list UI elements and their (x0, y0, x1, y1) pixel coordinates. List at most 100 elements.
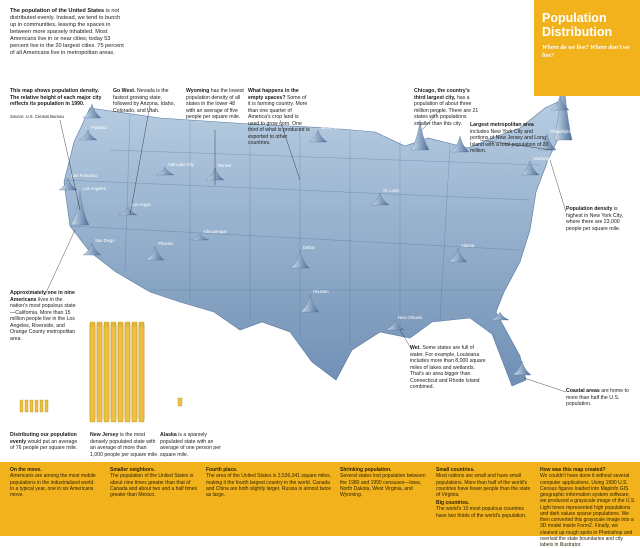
comparison-heading: Alaska (160, 432, 177, 438)
city-peak (82, 103, 102, 119)
city-peak (190, 233, 210, 241)
leader-line (523, 377, 567, 393)
city-label: Washington (533, 156, 556, 161)
annotation: Go West. Nevada is the fastest growing s… (113, 88, 175, 114)
city-label: New Orleans (398, 315, 422, 320)
city-label: Las Vegas (131, 202, 151, 207)
annotation: Population density is highest in New Yor… (566, 206, 634, 232)
city-peak (70, 190, 90, 226)
comparison-text: is a sparsely populated state with an av… (160, 432, 221, 458)
annotation-text: Some states are full of water. For examp… (410, 345, 486, 390)
footer-heading: How was this map created? (540, 467, 606, 473)
footer-text: The world's 10 most populous countries h… (436, 506, 527, 519)
city-label: Detroit (463, 131, 476, 136)
annotation-text: has the lowest population density of all… (186, 88, 244, 120)
city-peak (58, 177, 78, 191)
annotation-heading: Largest metropolitan area (470, 122, 534, 128)
footer-column: Small countries. Most nations are small a… (436, 467, 532, 498)
even-block (29, 399, 34, 413)
footer-heading: Shrinking population. (340, 467, 392, 473)
leader-line (421, 109, 441, 131)
leader-line (549, 159, 567, 213)
city-peak (520, 160, 540, 176)
comparison: Alaska is a sparsely populated state wit… (160, 432, 226, 458)
comparison-text: would put an average of 76 people per sq… (10, 438, 78, 452)
nj-block (138, 325, 145, 423)
annotation-heading: Wyoming (186, 88, 210, 94)
comparison: Distributing our population evenly would… (10, 432, 82, 452)
comparison-text: is the most densely populated state with… (90, 432, 159, 458)
annotation: Wet. Some states are full of water. For … (410, 345, 486, 391)
city-label: St. Louis (383, 188, 399, 193)
intro: The population of the United States is n… (10, 8, 128, 57)
city-label: Dallas (303, 245, 315, 250)
city-label: Philadelphia (550, 129, 573, 134)
state-borders (63, 114, 541, 345)
annotation-heading: This map shows population density. The r… (10, 88, 102, 107)
leader-line (129, 104, 151, 216)
annotation: This map shows population density. The r… (10, 88, 102, 108)
footer-text: The area of the United States is 3,536,3… (206, 473, 332, 498)
annotation-heading: Chicago, the country's third largest cit… (414, 88, 470, 101)
leader-line (399, 329, 413, 351)
comparison: New Jersey is the most densely populated… (90, 432, 160, 458)
annotation-heading: Go West. (113, 88, 136, 94)
map: New York CitySeattlePortlandSan Francisc… (19, 61, 573, 423)
footer-text: Most nations are small and have small po… (436, 473, 531, 498)
leader-line (279, 119, 301, 181)
footer-column: Smaller neighbors. The population of the … (110, 467, 198, 498)
subtitle: Where do we live? Where don't we live? (542, 44, 630, 60)
annotation-text: are home to more than half the U.S. popu… (566, 388, 629, 407)
leader-line (479, 139, 553, 151)
city-label: Houston (313, 289, 329, 294)
annotation-heading: Coastal areas (566, 388, 600, 394)
city-label: San Diego (95, 238, 115, 243)
nj-block (110, 325, 117, 423)
city-peak (490, 311, 510, 321)
city-label: Portland (91, 125, 107, 130)
footer-heading: Small countries. (436, 467, 475, 473)
alaska-block (177, 397, 183, 407)
comparison-heading: New Jersey (90, 432, 119, 438)
annotation: What happens in the empty spaces? Some o… (248, 88, 310, 147)
leader-line (44, 229, 76, 296)
even-block (39, 399, 44, 413)
annotation: Approximately one in nine Americans live… (10, 290, 80, 342)
city-peak (300, 293, 320, 313)
city-peak (410, 119, 430, 151)
nj-block (117, 325, 124, 423)
city-peak (145, 245, 165, 261)
city-peak (308, 129, 328, 143)
footer-column: On the move. Americans are among the most… (10, 467, 100, 498)
even-block (24, 399, 29, 413)
annotation: Wyoming has the lowest population densit… (186, 88, 244, 121)
city-label: Phoenix (158, 241, 174, 246)
annotation: Largest metropolitan area includes New Y… (470, 122, 550, 155)
city-peak (450, 135, 470, 153)
even-block (44, 399, 49, 413)
nj-block (96, 325, 103, 423)
footer-heading: Smaller neighbors. (110, 467, 156, 473)
title: Population Distribution (542, 11, 613, 39)
annotation-text: includes New York City and portions of N… (470, 128, 549, 155)
annotation-text: Some of it is farming country. More than… (248, 94, 310, 147)
footer-text: Several states lost population between t… (340, 473, 426, 498)
city-peak (155, 166, 175, 176)
city-label: Seattle (95, 99, 109, 104)
city-peak (512, 360, 532, 376)
footer-text: We couldn't have done it without several… (540, 473, 636, 548)
city-peak (385, 319, 405, 331)
annotation-heading: Approximately one in nine Americans (10, 290, 75, 303)
footer-heading: On the move. (10, 467, 42, 473)
city-label: Tampa (503, 307, 516, 312)
city-peak (290, 249, 310, 269)
annotation-heading: Population density (566, 206, 613, 212)
city-peak (118, 206, 138, 216)
city-peak (550, 95, 570, 111)
leader-line (59, 119, 81, 211)
footer-heading: Fourth place. (206, 467, 238, 473)
city-label: Denver (218, 163, 232, 168)
source: Source: U.S. Census Bureau (10, 114, 64, 119)
footer-column: Big countries. The world's 10 most populo… (436, 500, 532, 519)
